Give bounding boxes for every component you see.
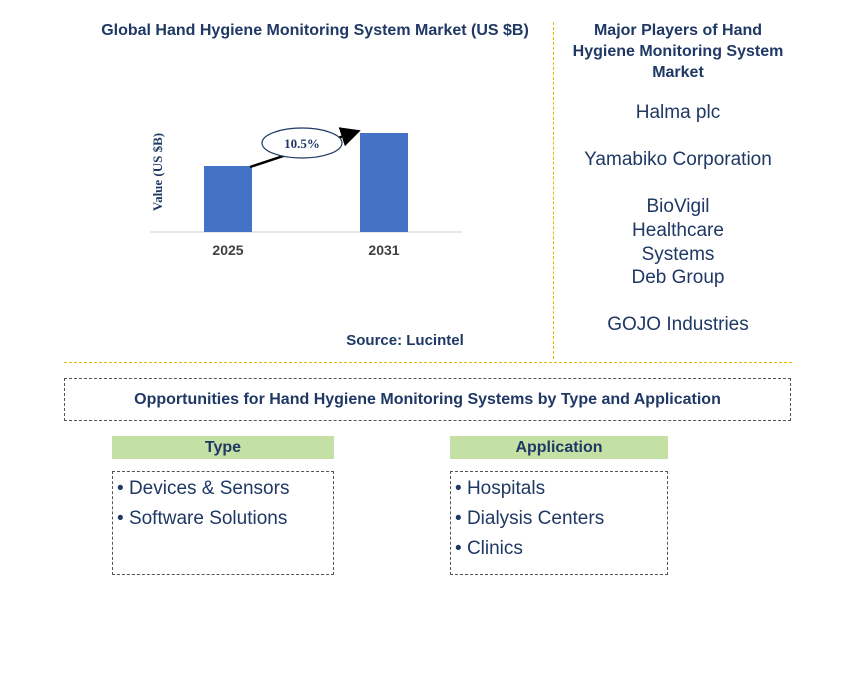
application-item: • Dialysis Centers: [455, 508, 605, 529]
bar-2031: [360, 133, 408, 232]
bar-2025: [204, 166, 252, 232]
player-item: GOJO Industries: [607, 314, 749, 335]
horizontal-divider: [64, 362, 792, 363]
x-tick-label: 2025: [212, 242, 243, 258]
y-axis-label: Value (US $B): [150, 133, 165, 211]
application-list: • Hospitals • Dialysis Centers • Clinics: [450, 471, 668, 575]
cagr-label: 10.5%: [284, 136, 320, 151]
source-label: Source: Lucintel: [346, 332, 464, 349]
type-list: • Devices & Sensors • Software Solutions: [112, 471, 334, 575]
cagr-bubble: [261, 127, 343, 159]
opportunities-title: Opportunities for Hand Hygiene Monitorin…: [64, 378, 791, 421]
player-item: Yamabiko Corporation: [584, 149, 772, 170]
type-item: • Software Solutions: [117, 508, 288, 529]
player-item: Halma plc: [635, 102, 721, 123]
players-title: Major Players of Hand Hygiene Monitoring…: [572, 22, 784, 81]
x-tick-label: 2031: [368, 242, 399, 258]
chart-title: Global Hand Hygiene Monitoring System Ma…: [101, 22, 529, 39]
type-header: Type: [112, 436, 334, 459]
player-item: Deb Group: [631, 267, 725, 288]
player-item: BioVigil Healthcare Systems: [632, 196, 724, 265]
application-header: Application: [450, 436, 668, 459]
application-item: • Clinics: [455, 538, 523, 559]
vertical-divider: [553, 22, 554, 359]
application-item: • Hospitals: [455, 478, 546, 499]
type-item: • Devices & Sensors: [117, 478, 290, 499]
bar-chart: Value (US $B) 2025 2031 10.5%: [150, 127, 462, 258]
